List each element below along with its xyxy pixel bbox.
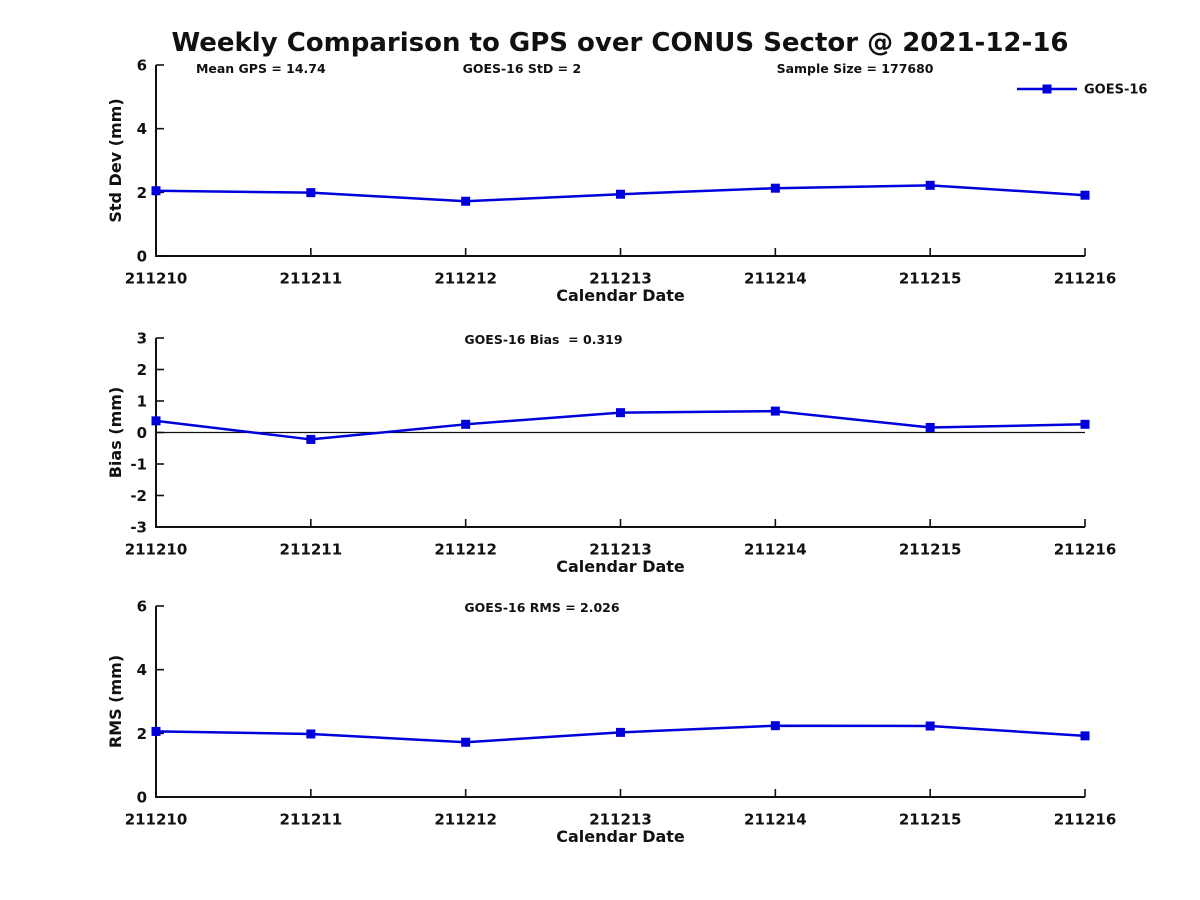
x-tick-label: 211214 bbox=[744, 541, 807, 559]
data-point-marker bbox=[925, 180, 935, 190]
legend-marker bbox=[1042, 84, 1052, 94]
data-point-marker bbox=[770, 183, 780, 193]
x-tick-label: 211216 bbox=[1054, 270, 1117, 288]
x-tick-label: 211211 bbox=[280, 811, 343, 829]
y-tick-label: 3 bbox=[137, 330, 147, 348]
x-tick-label: 211210 bbox=[125, 541, 188, 559]
data-point-marker bbox=[925, 422, 935, 432]
x-tick-label: 211212 bbox=[434, 541, 497, 559]
legend: GOES-16 bbox=[1017, 83, 1147, 98]
y-tick-label: 0 bbox=[137, 248, 147, 266]
y-tick-label: 2 bbox=[137, 184, 147, 202]
annotation-text: Sample Size = 177680 bbox=[777, 61, 934, 76]
data-point-marker bbox=[1080, 731, 1090, 741]
y-tick-label: 0 bbox=[137, 424, 147, 442]
x-axis-label: Calendar Date bbox=[556, 827, 685, 846]
y-tick-label: 6 bbox=[137, 57, 147, 75]
x-tick-label: 211211 bbox=[280, 270, 343, 288]
y-tick-label: 6 bbox=[137, 598, 147, 616]
x-axis-label: Calendar Date bbox=[556, 557, 685, 576]
annotation-text: Mean GPS = 14.74 bbox=[196, 61, 326, 76]
data-point-marker bbox=[306, 188, 316, 198]
data-point-marker bbox=[770, 721, 780, 731]
data-point-marker bbox=[1080, 419, 1090, 429]
data-point-marker bbox=[461, 419, 471, 429]
x-tick-label: 211212 bbox=[434, 811, 497, 829]
subplot-std-dev: 0 2 4 6 211210 211211 211212 211213 211214 211215… bbox=[106, 57, 1147, 306]
legend-label: GOES-16 bbox=[1084, 83, 1147, 98]
figure-title: Weekly Comparison to GPS over CONUS Sect… bbox=[171, 28, 1068, 58]
annotation-text: GOES-16 StD = 2 bbox=[463, 61, 582, 76]
y-axis-label: Bias (mm) bbox=[106, 387, 125, 479]
data-point-marker bbox=[306, 729, 316, 739]
y-axis-label: RMS (mm) bbox=[106, 655, 125, 748]
subplot-bias: 3 2 1 0 -1 -2 -3 211210 211211 211212 211213 211214… bbox=[106, 330, 1116, 577]
y-tick-label: 4 bbox=[137, 661, 147, 679]
subplot-rms: 0 2 4 6 211210 211211 211212 211213 211214 211215… bbox=[106, 598, 1116, 847]
data-point-marker bbox=[616, 408, 625, 418]
charts-container: 0 2 4 6 211210 211211 211212 211213 211214 211215… bbox=[106, 57, 1147, 847]
data-point-marker bbox=[925, 721, 935, 731]
x-tick-label: 211216 bbox=[1054, 811, 1117, 829]
x-tick-label: 211210 bbox=[125, 270, 188, 288]
data-point-marker bbox=[151, 416, 161, 426]
data-point-marker bbox=[151, 726, 161, 736]
y-tick-label: -3 bbox=[130, 519, 147, 537]
x-tick-label: 211214 bbox=[744, 270, 807, 288]
x-tick-label: 211216 bbox=[1054, 541, 1117, 559]
x-tick-label: 211213 bbox=[589, 270, 652, 288]
x-tick-label: 211212 bbox=[434, 270, 497, 288]
x-tick-label: 211215 bbox=[899, 811, 962, 829]
x-axis-label: Calendar Date bbox=[556, 286, 685, 305]
annotation-text: GOES-16 Bias = 0.319 bbox=[464, 332, 622, 347]
x-tick-label: 211210 bbox=[125, 811, 188, 829]
data-point-marker bbox=[770, 406, 780, 416]
y-tick-label: -2 bbox=[130, 487, 147, 505]
data-point-marker bbox=[1080, 190, 1090, 200]
y-tick-label: 4 bbox=[137, 120, 147, 138]
x-tick-label: 211215 bbox=[899, 541, 962, 559]
data-point-marker bbox=[306, 434, 316, 444]
x-tick-label: 211214 bbox=[744, 811, 807, 829]
annotation-text: GOES-16 RMS = 2.026 bbox=[464, 600, 619, 615]
y-tick-label: 2 bbox=[137, 725, 147, 743]
data-point-marker bbox=[461, 196, 471, 206]
data-point-marker bbox=[616, 189, 625, 199]
x-tick-label: 211215 bbox=[899, 270, 962, 288]
y-tick-label: 2 bbox=[137, 361, 147, 379]
y-tick-label: 0 bbox=[137, 789, 147, 807]
x-tick-label: 211211 bbox=[280, 541, 343, 559]
y-tick-label: 1 bbox=[137, 393, 147, 411]
y-axis-label: Std Dev (mm) bbox=[106, 98, 125, 222]
data-point-marker bbox=[461, 737, 471, 747]
data-point-marker bbox=[616, 727, 625, 737]
x-tick-label: 211213 bbox=[589, 811, 652, 829]
data-point-marker bbox=[151, 186, 161, 196]
x-tick-label: 211213 bbox=[589, 541, 652, 559]
y-tick-label: -1 bbox=[130, 456, 147, 474]
